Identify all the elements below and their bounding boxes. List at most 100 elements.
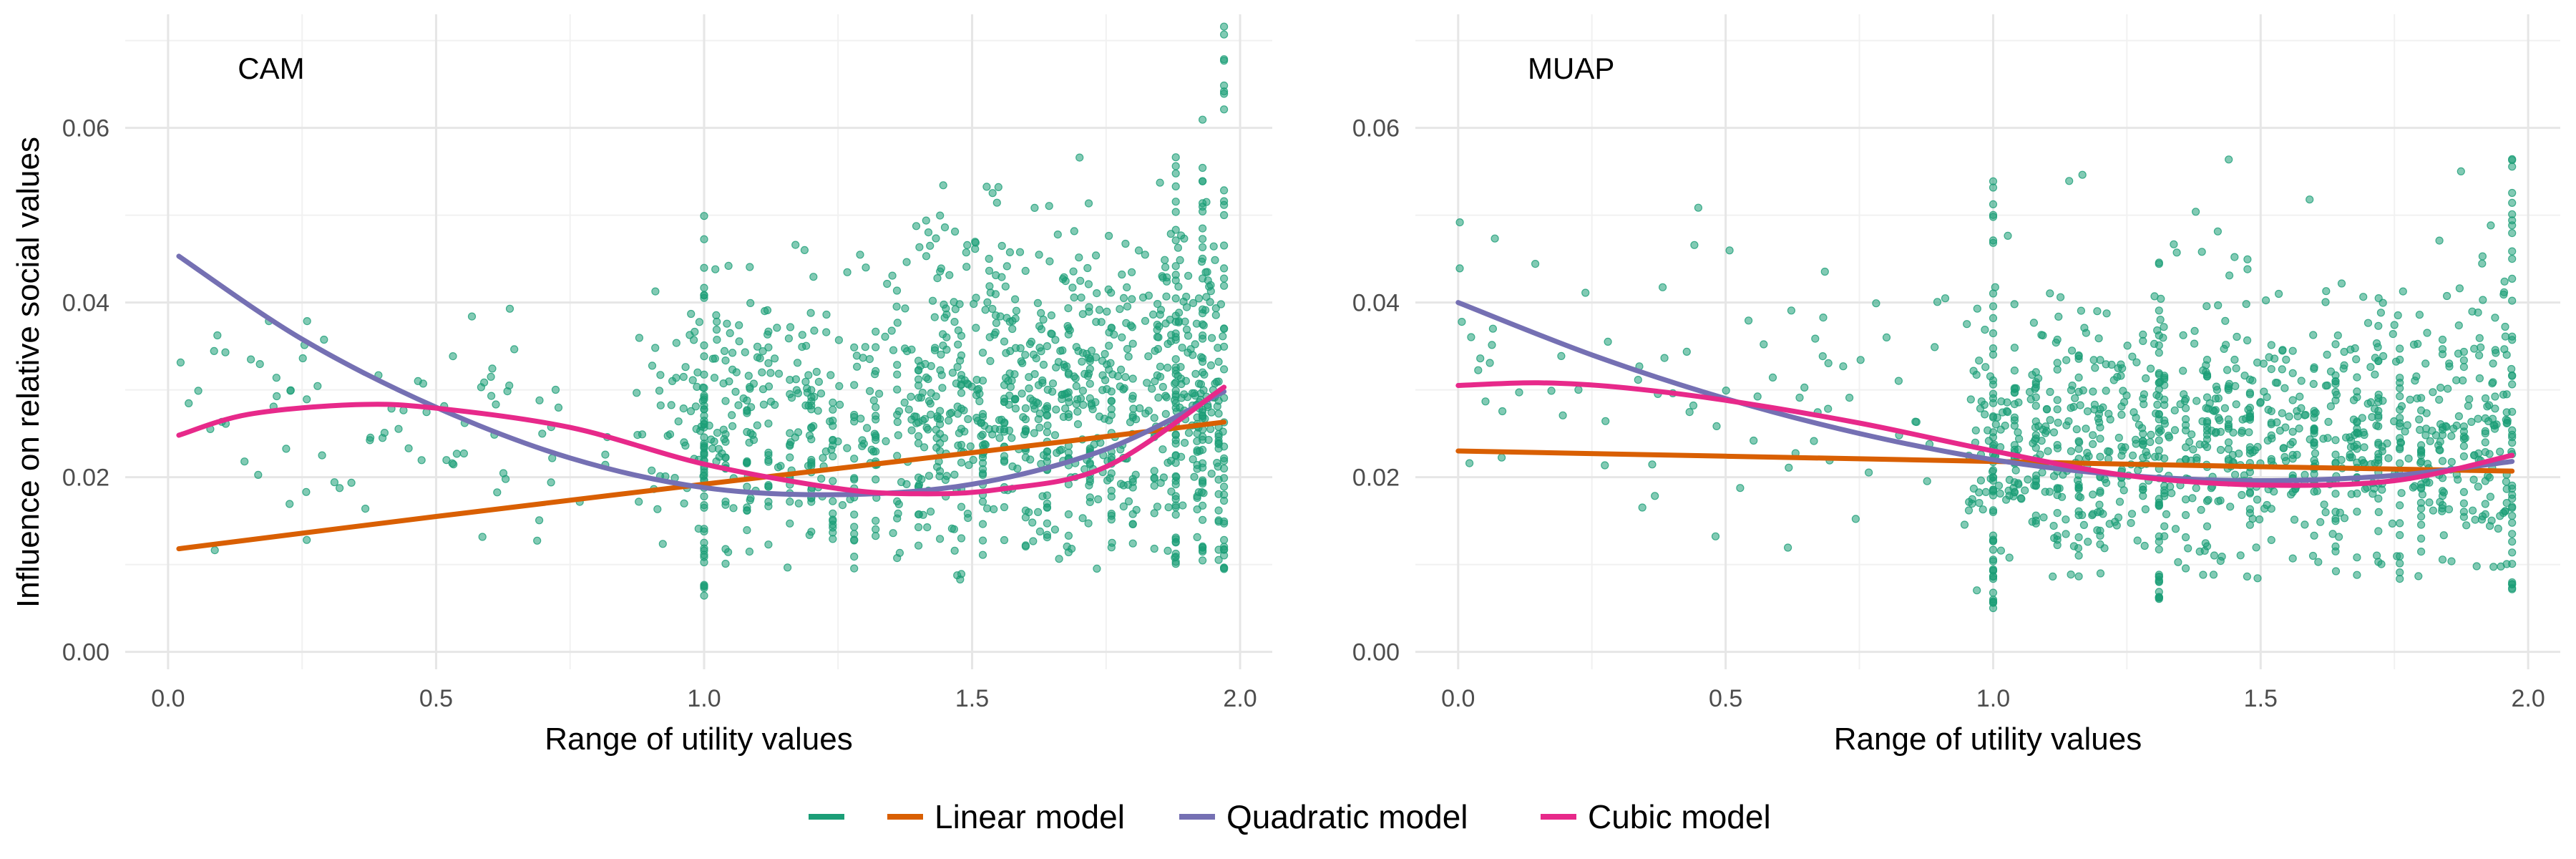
scatter-point bbox=[1054, 358, 1063, 367]
cubic-model-line bbox=[176, 384, 1227, 497]
scatter-point bbox=[1182, 303, 1191, 311]
scatter-point bbox=[2363, 319, 2373, 327]
scatter-point bbox=[653, 505, 662, 513]
scatter-point bbox=[2390, 321, 2399, 329]
scatter-point bbox=[2496, 447, 2504, 456]
scatter-point bbox=[1085, 379, 1094, 388]
scatter-point bbox=[838, 500, 847, 510]
scatter-point bbox=[1008, 462, 1017, 471]
scatter-point bbox=[2459, 513, 2468, 521]
scatter-point bbox=[2220, 344, 2228, 353]
scatter-point bbox=[798, 331, 806, 339]
scatter-point bbox=[1976, 476, 1985, 485]
scatter-point bbox=[2221, 316, 2230, 325]
scatter-point bbox=[922, 423, 931, 432]
scatter-point bbox=[1055, 446, 1064, 455]
scatter-point bbox=[2182, 426, 2190, 435]
scatter-point bbox=[2396, 405, 2404, 414]
scatter-point bbox=[1043, 428, 1052, 437]
scatter-point bbox=[1193, 505, 1201, 514]
scatter-point bbox=[2102, 309, 2111, 318]
scatter-point bbox=[1011, 404, 1020, 413]
scatter-point bbox=[914, 473, 923, 482]
scatter-point bbox=[2316, 518, 2325, 526]
scatter-point bbox=[185, 399, 193, 408]
scatter-point bbox=[1126, 321, 1136, 330]
scatter-point bbox=[786, 498, 794, 506]
scatter-point bbox=[2322, 287, 2331, 296]
scatter-point bbox=[2132, 435, 2140, 444]
scatter-point bbox=[2411, 377, 2419, 385]
scatter-point bbox=[2134, 466, 2142, 475]
scatter-point bbox=[2039, 513, 2048, 522]
scatter-point bbox=[822, 310, 831, 319]
scatter-point bbox=[2102, 387, 2110, 395]
scatter-point bbox=[1819, 314, 1828, 322]
scatter-point bbox=[2267, 431, 2275, 440]
scatter-point bbox=[940, 223, 950, 232]
scatter-point bbox=[2135, 420, 2143, 430]
scatter-point bbox=[2155, 258, 2163, 267]
scatter-point bbox=[794, 428, 803, 437]
scatter-point bbox=[933, 274, 942, 283]
scatter-point bbox=[2429, 388, 2437, 397]
panel-cam: 0.00 0.02 0.04 0.06 0.0 0.5 1.0 1.5 2.0 Range of … bbox=[62, 14, 1272, 757]
scatter-point bbox=[1161, 392, 1170, 400]
scatter-point bbox=[1488, 324, 1497, 333]
scatter-point bbox=[1989, 575, 1998, 583]
scatter-point bbox=[1787, 306, 1795, 315]
scatter-point bbox=[2459, 362, 2468, 372]
scatter-point bbox=[1975, 356, 1984, 365]
scatter-point bbox=[2129, 451, 2137, 460]
scatter-point bbox=[1153, 326, 1161, 334]
scatter-point bbox=[1207, 334, 1216, 342]
scatter-point bbox=[2245, 487, 2254, 497]
scatter-point bbox=[2212, 382, 2220, 391]
scatter-point bbox=[935, 447, 945, 455]
scatter-point bbox=[648, 466, 656, 475]
scatter-point bbox=[2438, 492, 2447, 500]
scatter-point bbox=[2478, 252, 2487, 261]
scatter-point bbox=[2278, 365, 2286, 374]
scatter-point bbox=[1064, 304, 1073, 313]
scatter-point bbox=[2225, 155, 2233, 164]
scatter-point bbox=[2224, 415, 2233, 424]
scatter-point bbox=[1017, 357, 1025, 366]
scatter-point bbox=[1098, 371, 1107, 379]
scatter-point bbox=[2010, 366, 2019, 375]
scatter-point bbox=[2373, 343, 2382, 351]
scatter-point bbox=[1091, 251, 1101, 260]
scatter-point bbox=[1198, 463, 1207, 472]
scatter-point bbox=[862, 424, 872, 432]
scatter-point bbox=[2062, 356, 2071, 364]
scatter-point bbox=[1035, 423, 1044, 432]
scatter-point bbox=[1053, 230, 1062, 239]
scatter-point bbox=[2068, 381, 2077, 390]
scatter-point bbox=[1129, 404, 1138, 413]
scatter-point bbox=[764, 359, 773, 367]
scatter-point bbox=[2508, 585, 2517, 593]
scatter-point bbox=[1996, 546, 2005, 555]
scatter-point bbox=[1989, 466, 1998, 475]
scatter-point bbox=[1981, 326, 1989, 334]
scatter-point bbox=[893, 452, 902, 460]
scatter-point bbox=[2238, 490, 2246, 500]
scatter-point bbox=[907, 426, 916, 435]
scatter-point bbox=[817, 475, 826, 483]
scatter-point bbox=[1999, 408, 2007, 417]
scatter-point bbox=[2502, 390, 2511, 399]
scatter-point bbox=[969, 455, 977, 465]
scatter-point bbox=[1219, 342, 1229, 351]
scatter-point bbox=[320, 335, 328, 344]
scatter-point bbox=[1171, 399, 1180, 407]
scatter-point bbox=[2192, 397, 2201, 405]
scatter-point bbox=[948, 369, 957, 377]
scatter-point bbox=[2489, 421, 2498, 430]
scatter-point bbox=[2331, 547, 2340, 555]
scatter-point bbox=[1601, 417, 1610, 425]
scatter-point bbox=[763, 306, 772, 314]
scatter-point bbox=[819, 454, 827, 462]
scatter-point bbox=[1722, 386, 1730, 395]
scatter-point bbox=[2447, 457, 2456, 466]
scatter-point bbox=[2267, 505, 2275, 513]
